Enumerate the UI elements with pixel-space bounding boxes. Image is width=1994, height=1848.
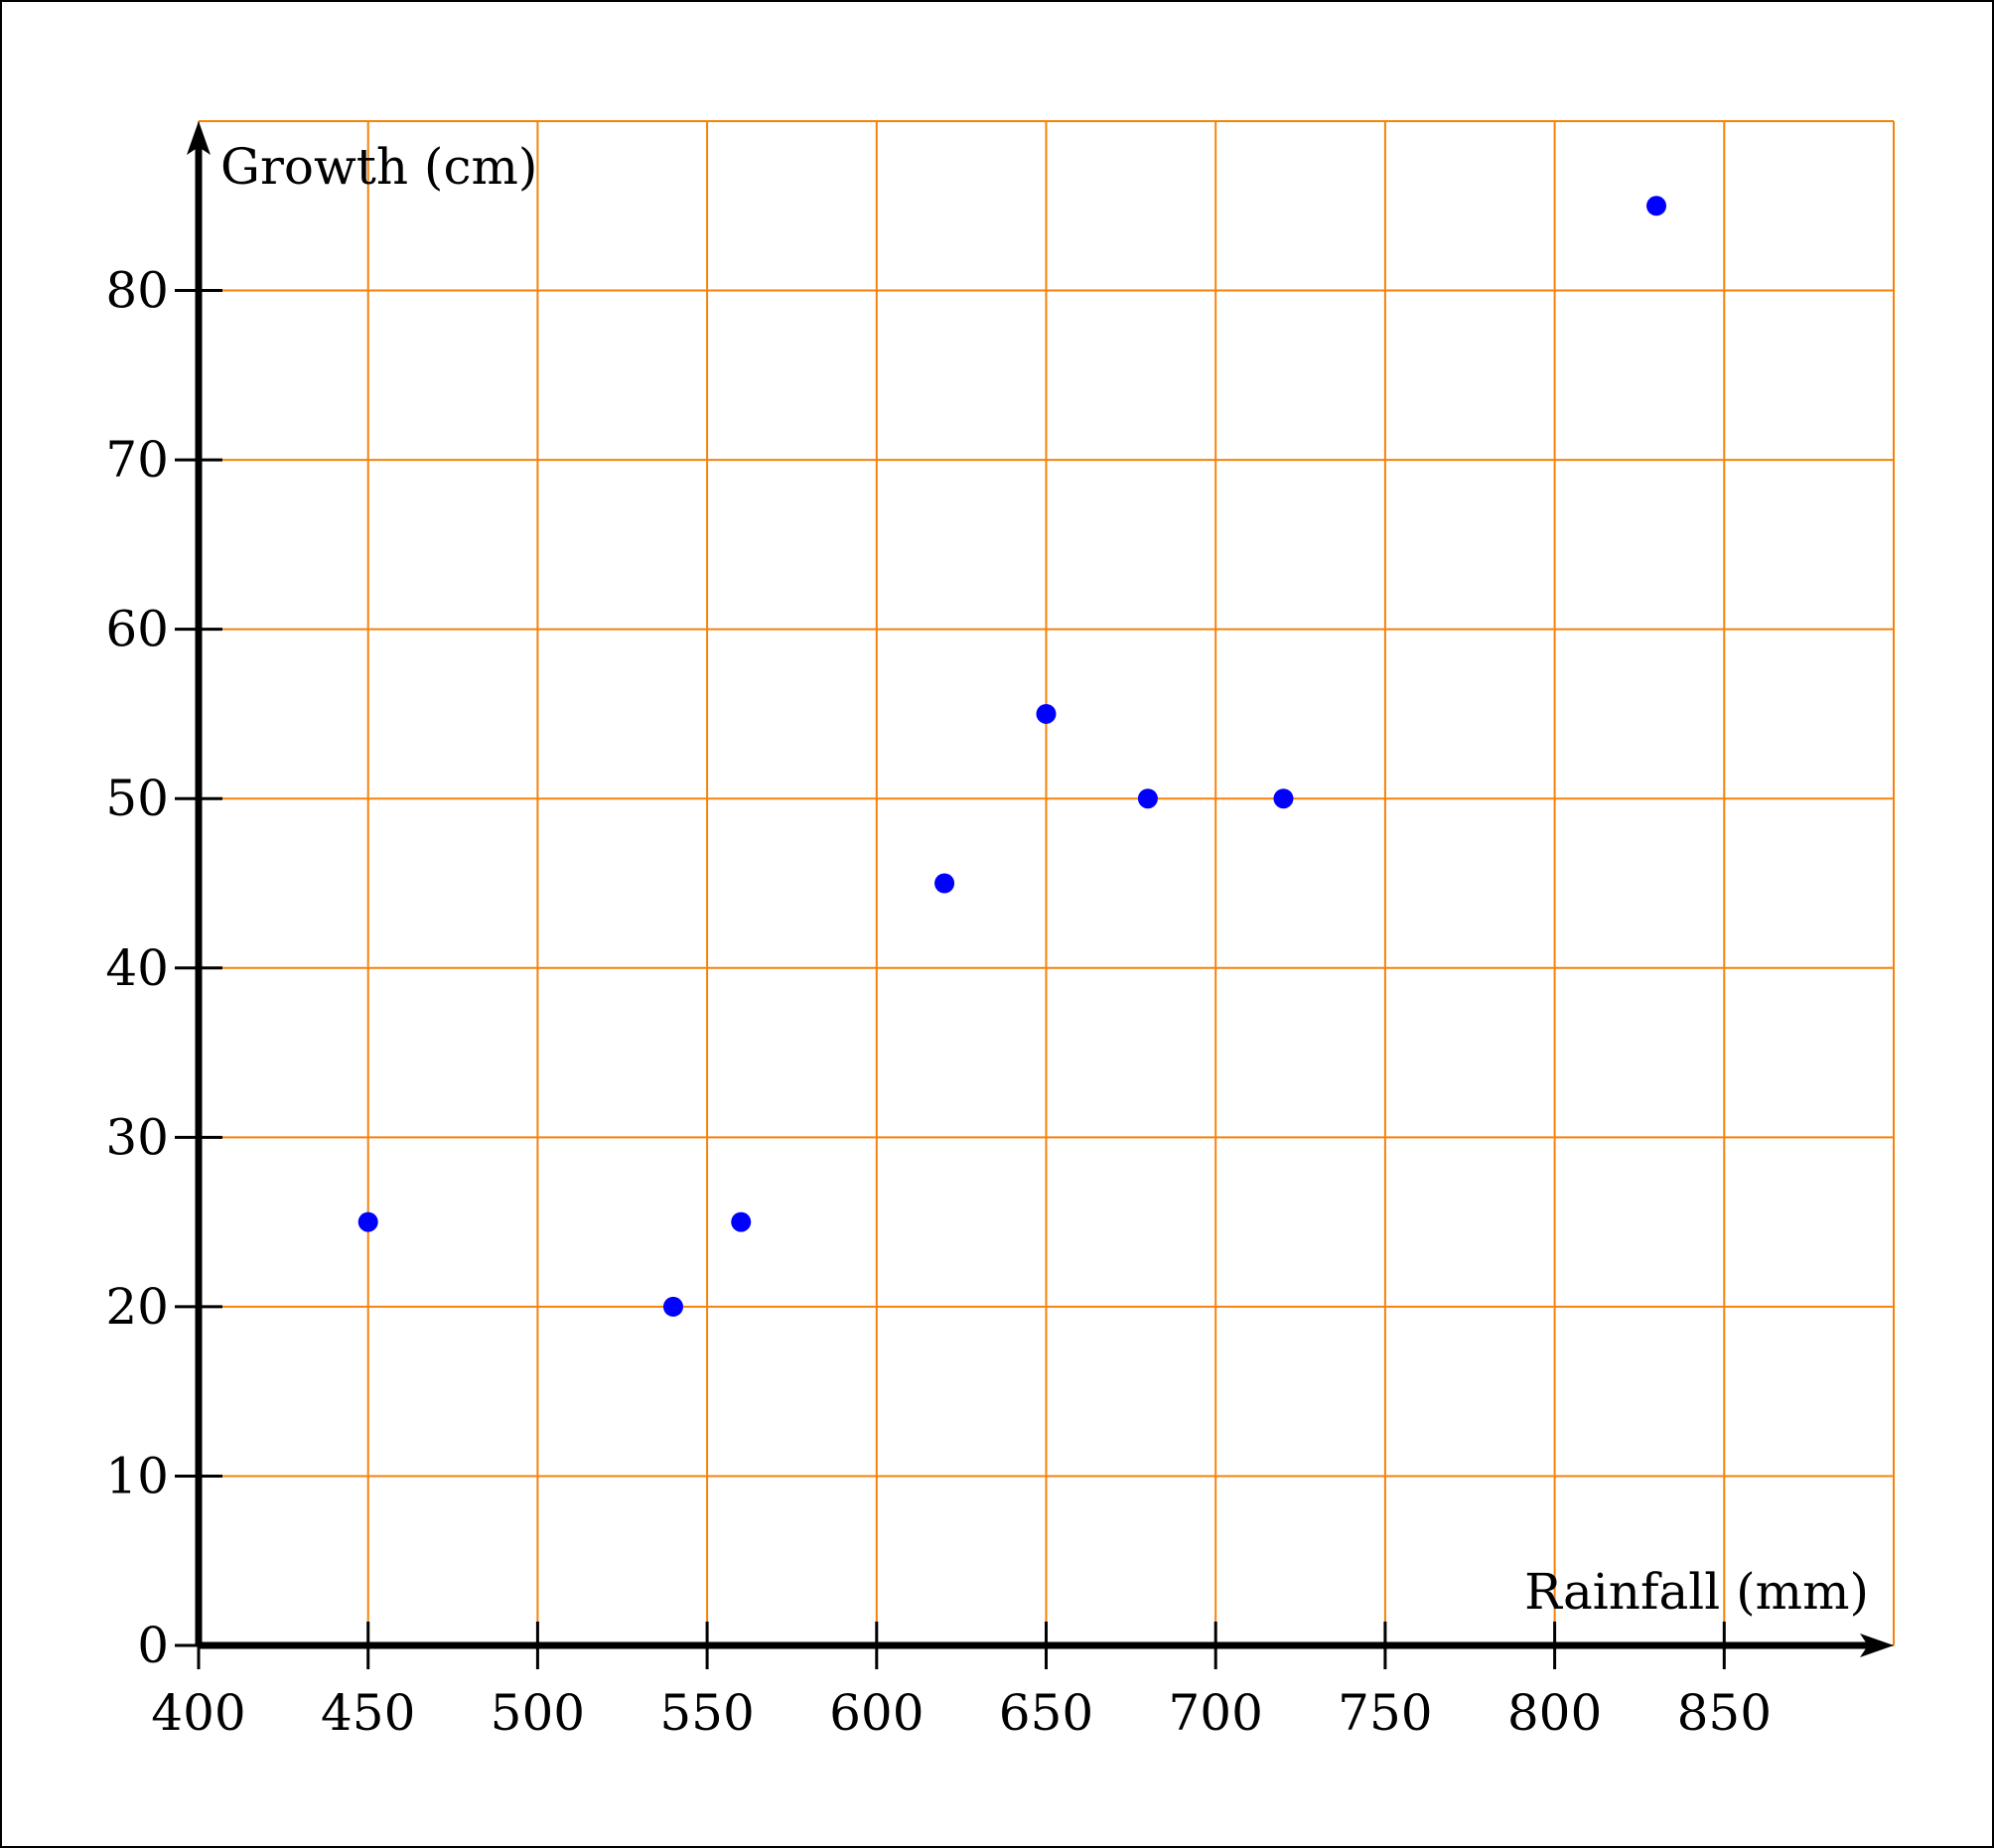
y-tick-label-80: 80 [105, 262, 169, 320]
y-tick-label-20: 20 [105, 1278, 169, 1336]
x-axis-arrow [1860, 1634, 1894, 1657]
data-point-2 [731, 1211, 752, 1232]
y-tick-label-0: 0 [137, 1617, 169, 1674]
data-point-4 [1036, 703, 1057, 724]
x-tick-label-500: 500 [491, 1684, 585, 1742]
y-tick-label-30: 30 [105, 1108, 169, 1166]
x-tick-label-850: 850 [1677, 1684, 1772, 1742]
data-point-7 [1646, 196, 1667, 216]
x-tick-label-650: 650 [999, 1684, 1093, 1742]
x-tick-label-550: 550 [659, 1684, 754, 1742]
x-axis-title: Rainfall (mm) [1524, 1563, 1869, 1621]
data-point-6 [1273, 788, 1294, 809]
y-tick-label-40: 40 [105, 939, 169, 997]
x-tick-label-750: 750 [1338, 1684, 1432, 1742]
ticks: 400 450 500 550 600 650 700 750 800 850 0 10 20 30 40 5… [105, 262, 1772, 1742]
y-tick-label-10: 10 [105, 1447, 169, 1504]
data-points [357, 196, 1667, 1317]
y-axis-title: Growth (cm) [220, 138, 537, 196]
y-tick-label-70: 70 [105, 431, 169, 489]
y-axis-arrow [187, 121, 211, 155]
y-tick-label-50: 50 [105, 770, 169, 827]
x-tick-label-600: 600 [829, 1684, 924, 1742]
data-point-0 [357, 1211, 378, 1232]
data-point-3 [934, 873, 955, 894]
data-point-5 [1137, 788, 1158, 809]
y-tick-label-60: 60 [105, 601, 169, 658]
grid [198, 120, 1895, 1646]
x-tick-label-700: 700 [1168, 1684, 1262, 1742]
x-tick-label-800: 800 [1507, 1684, 1602, 1742]
data-point-1 [662, 1296, 683, 1317]
axes [187, 121, 1894, 1657]
x-tick-label-450: 450 [321, 1684, 415, 1742]
x-tick-label-400: 400 [151, 1684, 245, 1742]
